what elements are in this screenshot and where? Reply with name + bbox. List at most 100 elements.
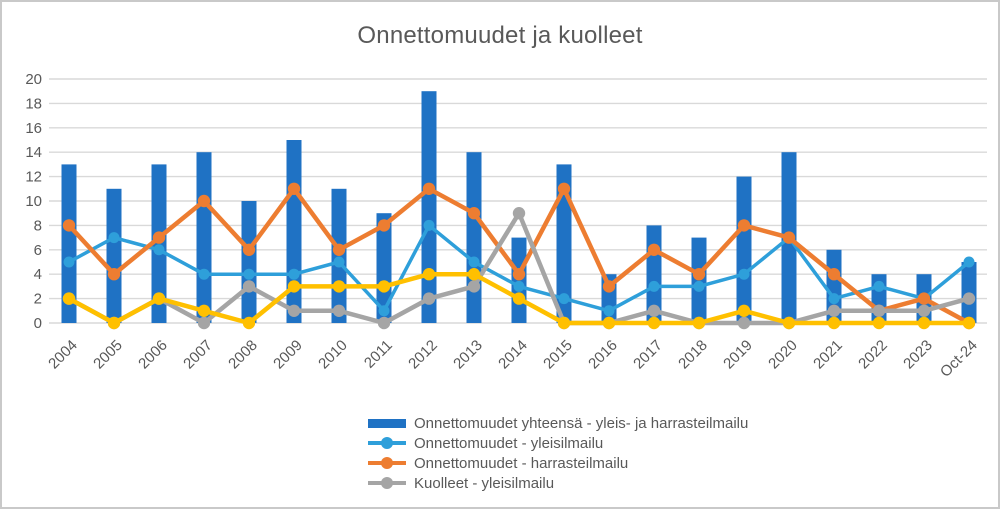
marker-kuolleet-yleisilmailu-2014 (512, 207, 526, 220)
x-axis-label: 2019 (720, 337, 756, 373)
marker-yellow-series-2007 (197, 304, 211, 317)
marker-onnettomuudet-harrasteilmailu-2005 (107, 268, 121, 281)
x-axis-label: 2023 (900, 337, 936, 373)
marker-kuolleet-yleisilmailu-2013 (467, 280, 481, 293)
y-axis-tick-label: 2 (34, 291, 42, 308)
marker-yellow-series-2013 (467, 268, 481, 281)
marker-onnettomuudet-yleisilmailu-2018 (693, 280, 705, 292)
marker-onnettomuudet-harrasteilmailu-2019 (737, 219, 751, 232)
marker-kuolleet-yleisilmailu-2017 (647, 304, 661, 317)
marker-kuolleet-yleisilmailu-2007 (197, 316, 211, 330)
marker-yellow-series-2005 (107, 316, 121, 330)
y-axis-tick-label: 16 (25, 120, 42, 137)
x-axis-label: 2008 (225, 337, 261, 373)
marker-onnettomuudet-yleisilmailu-2008 (243, 268, 255, 280)
marker-onnettomuudet-yleisilmailu-2022 (873, 280, 885, 292)
marker-onnettomuudet-harrasteilmailu-2006 (152, 231, 166, 244)
marker-onnettomuudet-harrasteilmailu-2004 (62, 219, 76, 232)
marker-onnettomuudet-harrasteilmailu-2021 (827, 268, 841, 281)
marker-onnettomuudet-yleisilmailu-2005 (108, 232, 120, 244)
legend-bar-swatch (368, 418, 406, 428)
bar-2015 (556, 164, 572, 323)
marker-onnettomuudet-harrasteilmailu-2009 (287, 182, 301, 195)
marker-yellow-series-2020 (782, 316, 796, 330)
marker-onnettomuudet-harrasteilmailu-2015 (557, 182, 571, 195)
marker-kuolleet-yleisilmailu-2011 (377, 316, 391, 330)
y-axis-tick-label: 18 (25, 95, 42, 112)
marker-yellow-series-2019 (737, 304, 751, 317)
marker-onnettomuudet-harrasteilmailu-2007 (197, 194, 211, 208)
marker-yellow-series-2008 (242, 316, 256, 330)
y-axis-tick-label: 6 (34, 242, 42, 259)
marker-kuolleet-yleisilmailu-2022 (872, 304, 886, 317)
marker-yellow-series-2006 (152, 292, 166, 305)
x-axis-label: 2007 (180, 337, 216, 373)
marker-yellow-series-2021 (827, 316, 841, 330)
marker-yellow-series-2011 (377, 280, 391, 293)
bar-2013 (466, 152, 482, 323)
marker-yellow-series-2015 (557, 316, 571, 330)
legend-item-accidents-general-aviation: Onnettomuudet - yleisilmailu (368, 433, 748, 453)
bar-2021 (826, 249, 842, 323)
marker-kuolleet-yleisilmailu-2023 (917, 304, 931, 317)
chart-title: Onnettomuudet ja kuolleet (357, 22, 643, 49)
marker-yellow-series-2023 (917, 316, 931, 330)
marker-yellow-series-2018 (692, 316, 706, 330)
y-axis-tick-label: 0 (34, 315, 42, 332)
bar-2007 (196, 152, 212, 323)
marker-onnettomuudet-harrasteilmailu-2010 (332, 243, 346, 256)
y-axis-tick-label: 10 (25, 193, 42, 210)
marker-onnettomuudet-yleisilmailu-2015 (558, 293, 570, 305)
legend-line-swatch (368, 477, 406, 489)
marker-onnettomuudet-harrasteilmailu-2014 (512, 268, 526, 281)
legend-item-fatalities-general-aviation: Kuolleet - yleisilmailu (368, 473, 748, 493)
marker-onnettomuudet-yleisilmailu-2014 (513, 280, 525, 292)
legend-label: Kuolleet - yleisilmailu (414, 474, 555, 492)
x-axis-label: 2012 (405, 337, 441, 373)
legend-label: Onnettomuudet - yleisilmailu (414, 434, 604, 452)
marker-yellow-series-2017 (647, 316, 661, 330)
bar-2004 (61, 164, 77, 323)
x-axis-label: 2014 (495, 337, 531, 373)
x-axis-label: 2011 (361, 337, 396, 372)
legend-line-swatch (368, 437, 406, 449)
x-axis-label: 2017 (630, 337, 666, 373)
marker-kuolleet-yleisilmailu-2010 (332, 304, 346, 317)
marker-onnettomuudet-harrasteilmailu-2018 (692, 268, 706, 281)
marker-onnettomuudet-harrasteilmailu-2017 (647, 243, 661, 256)
bar-2012 (421, 91, 437, 323)
marker-yellow-series-Oct-24 (962, 316, 976, 330)
y-axis-tick-label: 4 (34, 266, 42, 283)
marker-kuolleet-yleisilmailu-2012 (422, 292, 436, 305)
y-axis-tick-label: 12 (25, 169, 42, 186)
x-axis-label: 2009 (270, 337, 306, 373)
marker-onnettomuudet-yleisilmailu-2009 (288, 268, 300, 280)
marker-kuolleet-yleisilmailu-2009 (287, 304, 301, 317)
marker-kuolleet-yleisilmailu-2019 (737, 316, 751, 330)
x-axis-label: 2018 (675, 337, 711, 373)
bar-2005 (106, 188, 122, 323)
marker-onnettomuudet-yleisilmailu-2007 (198, 268, 210, 280)
marker-yellow-series-2004 (62, 292, 76, 305)
x-axis-label: 2005 (90, 337, 126, 373)
marker-yellow-series-2022 (872, 316, 886, 330)
marker-yellow-series-2010 (332, 280, 346, 293)
bar-2011 (376, 213, 392, 323)
x-axis-label: 2020 (765, 337, 801, 373)
marker-kuolleet-yleisilmailu-2021 (827, 304, 841, 317)
marker-onnettomuudet-yleisilmailu-2010 (333, 256, 345, 268)
marker-onnettomuudet-yleisilmailu-2016 (603, 305, 615, 317)
x-axis-label: 2010 (315, 337, 351, 373)
marker-onnettomuudet-yleisilmailu-2006 (153, 244, 165, 256)
marker-onnettomuudet-harrasteilmailu-2023 (917, 292, 931, 305)
marker-onnettomuudet-yleisilmailu-Oct-24 (963, 256, 975, 268)
marker-onnettomuudet-yleisilmailu-2011 (378, 305, 390, 317)
marker-onnettomuudet-yleisilmailu-2013 (468, 256, 480, 268)
marker-yellow-series-2016 (602, 316, 616, 330)
y-axis-tick-label: 8 (34, 217, 42, 234)
x-axis-label: 2016 (585, 337, 621, 373)
bar-2009 (286, 140, 302, 323)
marker-yellow-series-2012 (422, 268, 436, 281)
marker-onnettomuudet-yleisilmailu-2004 (63, 256, 75, 268)
